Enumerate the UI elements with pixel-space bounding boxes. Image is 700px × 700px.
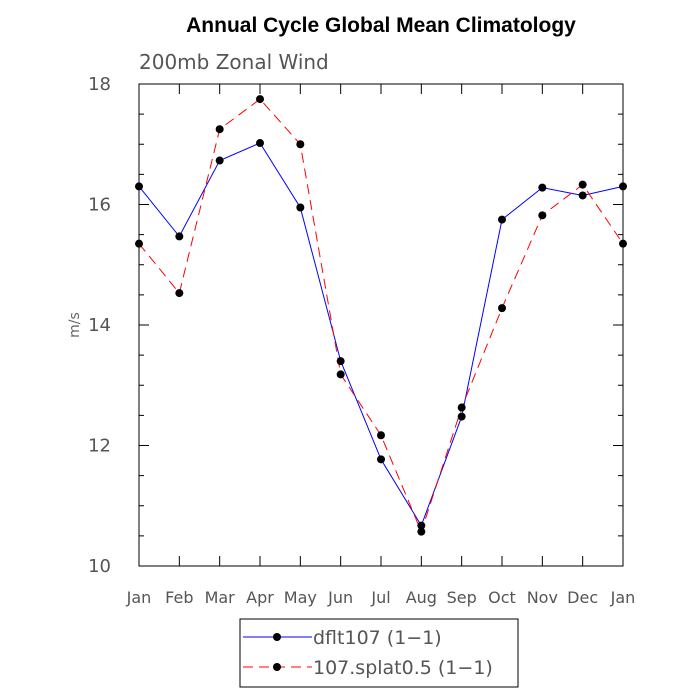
x-tick-label: Oct: [488, 588, 516, 607]
series-2-point: [336, 370, 345, 379]
series-1-point: [256, 139, 264, 148]
series-2-point: [578, 180, 587, 189]
legend-marker-series-2: [273, 663, 281, 671]
y-tick-label: 16: [88, 195, 111, 216]
legend-box: [239, 618, 519, 688]
series-2-point: [417, 527, 426, 536]
series-1-point: [578, 191, 587, 200]
series-1-point: [377, 455, 385, 464]
series-2-point: [619, 239, 627, 248]
series-1-point: [538, 183, 547, 192]
series-2-point: [256, 95, 264, 104]
x-tick-label: Mar: [205, 588, 236, 607]
x-tick-label: Dec: [567, 588, 598, 607]
series-1-point: [457, 412, 466, 421]
plot-frame: [138, 83, 624, 567]
series-2-point: [457, 403, 466, 412]
y-tick-label: 12: [88, 436, 111, 457]
series-1-point: [619, 182, 627, 191]
series-2-point: [175, 289, 184, 298]
series-2-point: [215, 125, 224, 134]
x-tick-label: Jan: [610, 588, 636, 607]
x-tick-label: May: [284, 588, 317, 607]
x-tick-labels: Jan Feb Mar Apr May Jun Jul Aug Sep Oct Nov Dec Jan: [126, 588, 636, 607]
y-tick-label: 14: [88, 315, 111, 336]
x-tick-label: Aug: [406, 588, 437, 607]
series-1-point: [336, 357, 345, 366]
series-2-point: [498, 304, 506, 313]
x-tick-label: Nov: [527, 588, 558, 607]
legend-label-series-2: 107.splat0.5 (1−1): [313, 657, 493, 679]
x-tick-label: Apr: [246, 588, 274, 607]
y-tick-label: 18: [88, 74, 111, 95]
series-1-point: [417, 521, 426, 530]
axis-ticks: [138, 83, 624, 567]
series-layer: [135, 95, 627, 536]
series-1-point: [296, 203, 305, 212]
legend-label-series-1: dflt107 (1−1): [313, 627, 442, 649]
y-tick-labels: 10 12 14 16 18: [88, 74, 111, 577]
y-tick-label: 10: [88, 556, 111, 577]
x-tick-label: Feb: [165, 588, 193, 607]
legend-marker-series-1: [273, 633, 281, 641]
series-2-point: [538, 211, 547, 220]
chart-subtitle: 200mb Zonal Wind: [139, 50, 329, 74]
x-tick-label: Jan: [126, 588, 152, 607]
series-1-point: [498, 215, 506, 224]
series-2-point: [296, 140, 305, 149]
legend: dflt107 (1−1) 107.splat0.5 (1−1): [239, 618, 519, 688]
x-tick-label: Sep: [447, 588, 477, 607]
series-2-point: [377, 431, 385, 440]
series-line-2: [138, 98, 624, 534]
series-1-point: [135, 182, 143, 191]
series-1-point: [175, 232, 184, 241]
x-tick-label: Jun: [327, 588, 353, 607]
y-axis-label: m/s: [67, 312, 83, 338]
x-tick-label: Jul: [370, 588, 390, 607]
series-line-1: [138, 142, 624, 527]
chart-title: Annual Cycle Global Mean Climatology: [186, 14, 576, 37]
series-1-point: [215, 156, 224, 165]
series-2-point: [135, 239, 143, 248]
